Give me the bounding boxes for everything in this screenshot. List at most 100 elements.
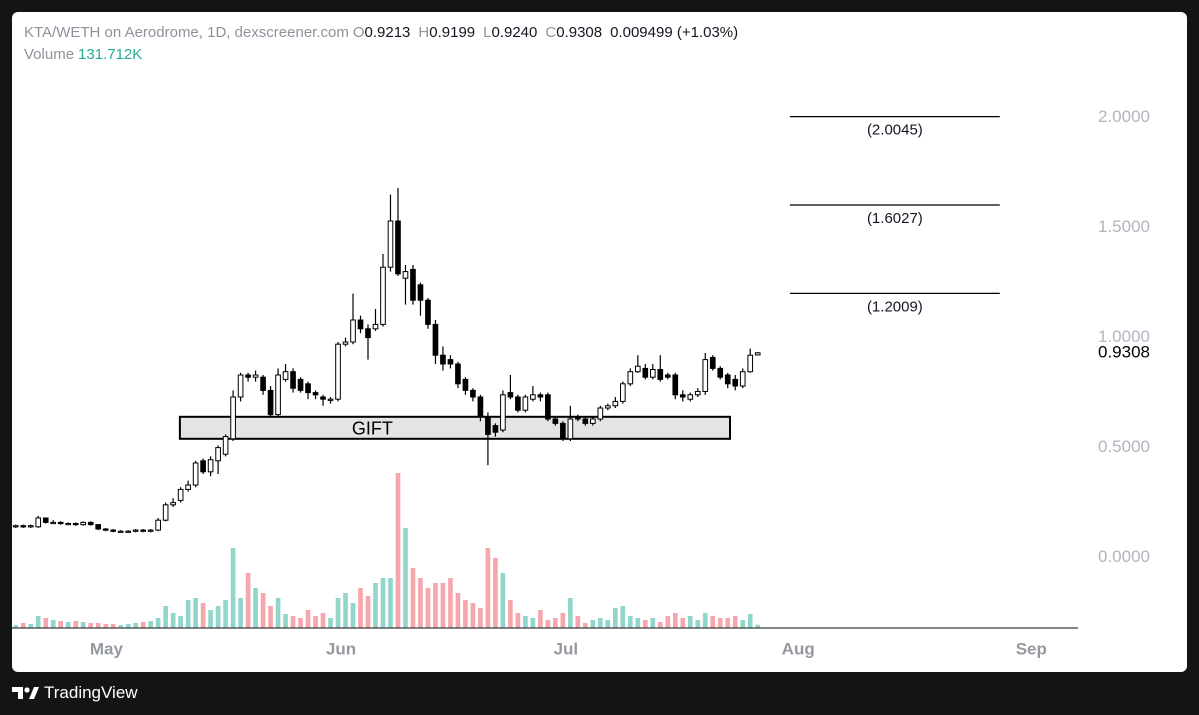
candle-body [342, 341, 349, 345]
volume-bar [58, 621, 64, 628]
volume-bar [118, 625, 123, 628]
candle-body [305, 383, 311, 394]
volume-bar [687, 616, 693, 628]
candle-body [327, 398, 334, 401]
volume-bar [418, 578, 423, 628]
volume-bar [545, 620, 551, 628]
candle-body [215, 447, 221, 462]
volume-bar [455, 593, 461, 628]
candle-body [605, 405, 611, 409]
candle-body [552, 418, 559, 424]
volume-bar [65, 622, 71, 628]
candle-body [410, 268, 416, 301]
chart-title: KTA/WETH on Aerodrome, 1D, dexscreener.c… [24, 24, 349, 41]
volume-bar [605, 620, 611, 628]
candle-body [185, 484, 191, 490]
candle-body [87, 521, 94, 526]
volume-bar [410, 568, 416, 628]
candle-body [447, 359, 454, 365]
volume-bar [253, 588, 258, 628]
candle-body [260, 376, 266, 391]
candle-body [117, 530, 124, 533]
candle-body [245, 374, 251, 378]
candle-body [485, 416, 491, 435]
volume-bar [290, 616, 296, 628]
candle-body [297, 378, 304, 391]
candle-body [200, 460, 206, 473]
volume-bar [725, 618, 731, 628]
volume-bar [178, 616, 183, 628]
volume-bar [35, 616, 41, 628]
level-label: (1.2009) [867, 298, 923, 315]
volume-bar [373, 583, 378, 628]
volume-bar [133, 623, 138, 628]
candle-body [522, 396, 529, 411]
candle-body [402, 271, 409, 279]
candle-body [27, 525, 34, 528]
level-label: (1.6027) [867, 210, 923, 227]
volume-bar [485, 548, 491, 628]
volume-bar [283, 614, 288, 628]
volume-bar [328, 618, 333, 628]
candle-body [687, 394, 694, 400]
volume-legend: Volume 131.712K [24, 46, 146, 63]
volume-bar [440, 583, 446, 628]
volume-bar [388, 578, 393, 628]
candle-body [597, 407, 604, 420]
x-tick-label: Sep [1016, 639, 1047, 658]
volume-bar [395, 473, 401, 628]
candle-body [530, 394, 536, 400]
candle-body [177, 488, 184, 501]
volume-bar [223, 600, 228, 628]
volume-bar [425, 588, 431, 628]
volume-bar [702, 613, 708, 628]
candle-body [20, 525, 27, 528]
volume-bar [208, 610, 213, 628]
volume-bar [508, 600, 513, 628]
volume-bar [140, 622, 146, 628]
candle-body [747, 354, 754, 373]
candle-body [42, 517, 49, 523]
candle-body [545, 394, 551, 420]
candle-body [50, 521, 57, 525]
volume-bar [635, 618, 641, 628]
volume-bar [755, 624, 761, 628]
ohlc-key: H [418, 24, 430, 41]
volume-bar [230, 548, 236, 628]
candle-body [102, 528, 109, 531]
candle-body [80, 521, 87, 526]
candle-body [282, 371, 289, 380]
volume-bar [88, 623, 94, 628]
candle-body [207, 459, 214, 473]
candle-body [619, 383, 626, 402]
volume-bar [575, 616, 581, 628]
volume-bar [650, 618, 656, 628]
candle-body [709, 356, 716, 369]
candle-body [537, 394, 544, 398]
candle-body [147, 529, 154, 532]
volume-bar [185, 600, 191, 628]
volume-bar [642, 620, 648, 628]
volume-bar [433, 583, 438, 628]
volume-bar [20, 623, 26, 628]
volume-name: Volume [24, 46, 75, 63]
volume-bar [350, 603, 356, 628]
x-tick-label: Jun [326, 639, 356, 658]
volume-bar [238, 598, 243, 628]
candle-body [395, 220, 401, 275]
candle-body [649, 369, 656, 378]
candle-body [672, 374, 679, 396]
volume-bar [515, 613, 521, 628]
candle-body [702, 359, 709, 393]
volume-bar [672, 613, 678, 628]
candle-body [72, 523, 79, 526]
volume-bar [583, 623, 588, 628]
volume-bar [170, 613, 176, 628]
candle-body [222, 436, 229, 455]
volume-bar [523, 616, 528, 628]
volume-bar [732, 616, 738, 628]
candle-body [425, 299, 431, 325]
candle-body [380, 266, 386, 325]
candle-body [732, 378, 739, 387]
